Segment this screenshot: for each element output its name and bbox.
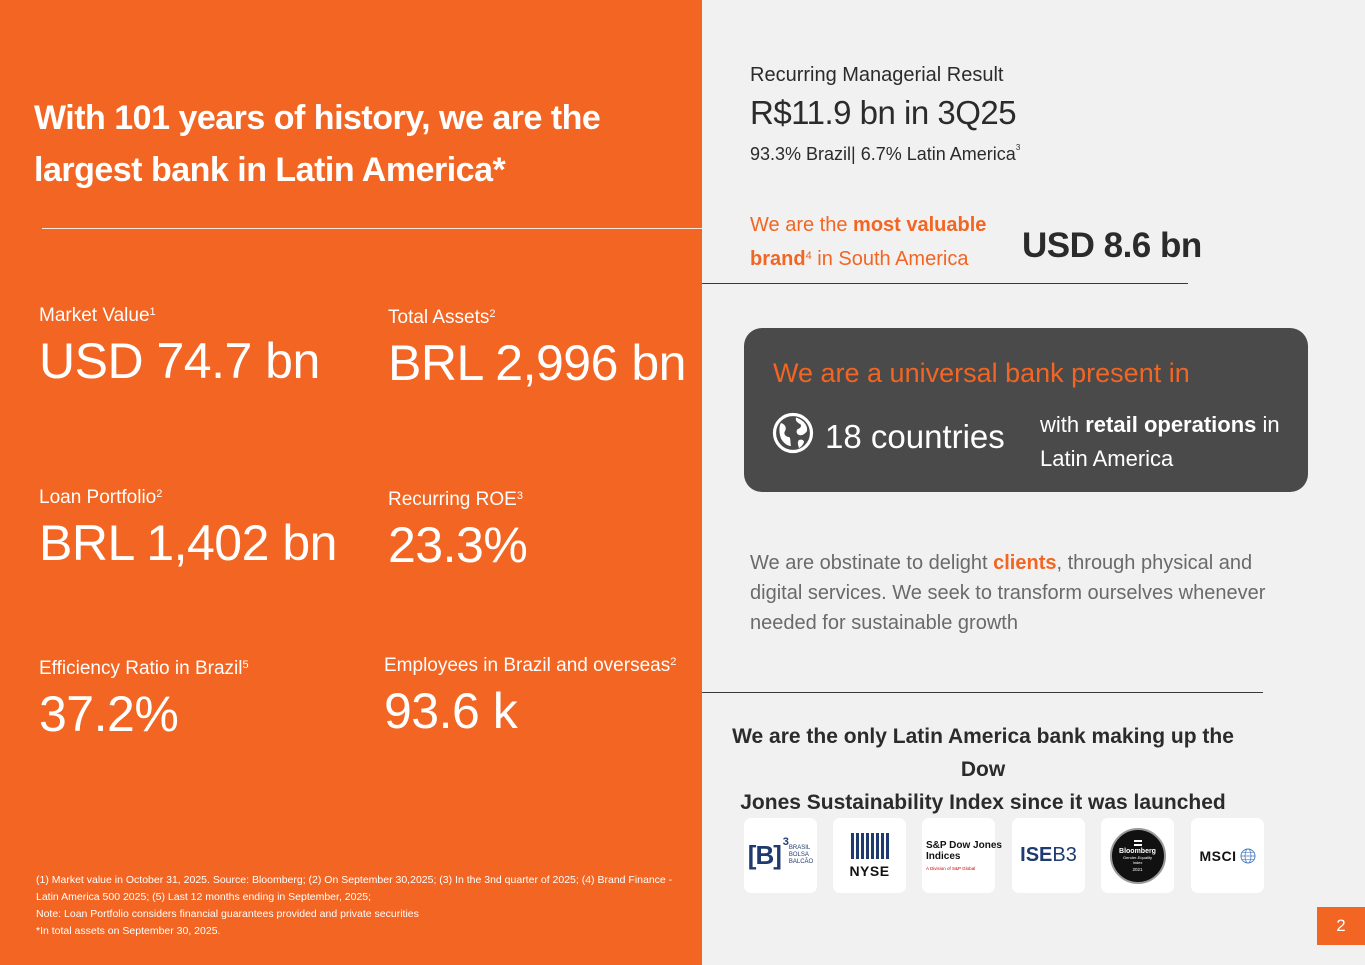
ise-text: ISE [1020, 844, 1053, 866]
stat-value: USD 74.7 bn [39, 333, 320, 389]
footnotes: (1) Market value in October 31, 2025. So… [36, 872, 676, 940]
brand-divider [702, 283, 1188, 284]
mission-pre: We are obstinate to delight [750, 552, 994, 574]
stat-footnote-ref: 3 [516, 490, 523, 502]
dj-line: We are the only Latin America bank makin… [732, 725, 1234, 781]
retail-bold: retail operations [1085, 412, 1257, 437]
stat-employees: Employees in Brazil and overseas2 93.6 k [384, 650, 676, 742]
index-logos: [B] 3 BRASIL BOLSA BALCÃO NYSE S&P Dow Jo… [744, 818, 1264, 894]
bb-line: Bloomberg [1119, 847, 1156, 855]
stat-label: Loan Portfolio [39, 487, 157, 508]
equal-icon [1133, 839, 1142, 846]
b3-mark: [B] 3 [747, 836, 789, 870]
right-panel: Recurring Managerial Result R$11.9 bn in… [702, 0, 1365, 965]
stat-label: Efficiency Ratio in Brazil [39, 658, 243, 679]
split-text: 93.3% Brazil| 6.7% Latin America [750, 144, 1016, 164]
headline-divider [42, 228, 702, 229]
stat-value: BRL 1,402 bn [39, 515, 337, 571]
msci-globe-icon [1240, 848, 1255, 863]
bb-line: 2021 [1132, 866, 1143, 872]
stat-value: 93.6 k [384, 683, 518, 739]
countries-count: 18 countries [825, 418, 1005, 455]
stat-value: 37.2% [39, 686, 179, 742]
stat-total-assets: Total Assets2 BRL 2,996 bn [388, 302, 686, 394]
stat-value: 23.3% [388, 517, 528, 573]
brand-post: in South America [811, 248, 969, 270]
stat-market-value: Market Value1 USD 74.7 bn [39, 300, 320, 392]
brand-statement: We are the most valuable brand4 in South… [750, 210, 990, 275]
headline: With 101 years of history, we are the la… [34, 92, 634, 196]
brand-footnote-ref: 4 [805, 250, 812, 262]
stat-label: Market Value [39, 305, 150, 326]
b3-line: BOLSA [788, 852, 809, 858]
stat-recurring-roe: Recurring ROE3 23.3% [388, 484, 528, 576]
nyse-text: NYSE [849, 862, 890, 879]
stat-footnote-ref: 2 [670, 656, 677, 668]
stat-label: Employees in Brazil and overseas [384, 655, 671, 676]
footnote-line: Note: Loan Portfolio considers financial… [36, 908, 419, 920]
bloomberg-gei-logo: Bloomberg Gender-Equality Index 2021 [1101, 818, 1174, 893]
bloomberg-badge: Bloomberg Gender-Equality Index 2021 [1109, 827, 1166, 884]
stat-footnote-ref: 5 [242, 659, 249, 671]
recurring-result-label: Recurring Managerial Result [750, 64, 1004, 86]
recurring-result-value: R$11.9 bn in 3Q25 [750, 94, 1017, 131]
page-number: 2 [1317, 907, 1365, 945]
globe-icon [772, 412, 814, 454]
brand-value: USD 8.6 bn [1022, 226, 1202, 265]
stat-efficiency-ratio: Efficiency Ratio in Brazil5 37.2% [39, 653, 249, 745]
stat-label: Recurring ROE [388, 489, 517, 510]
nyse-logo: NYSE [833, 818, 906, 893]
retail-post: in Latin America [1040, 412, 1280, 471]
mission-bold: clients [993, 552, 1057, 574]
sp-dow-jones-logo: S&P Dow Jones Indices A Division of S&P … [922, 818, 1002, 893]
split-footnote-ref: 3 [1015, 143, 1021, 152]
left-panel: With 101 years of history, we are the la… [0, 0, 702, 965]
brand-bold-1: most valuable [853, 214, 987, 236]
stat-footnote-ref: 2 [489, 308, 496, 320]
b3-line: BRASIL [788, 845, 811, 851]
b3-line: BALCÃO [788, 859, 814, 865]
retail-operations-text: with retail operations in Latin America [1040, 408, 1290, 476]
universal-bank-title: We are a universal bank present in [773, 358, 1190, 388]
sp-line-3: A Division of S&P Global [926, 866, 976, 871]
brand-bold-2: brand [750, 248, 806, 270]
b3-logo: [B] 3 BRASIL BOLSA BALCÃO [744, 818, 817, 893]
nyse-columns-icon [850, 832, 889, 859]
stat-loan-portfolio: Loan Portfolio2 BRL 1,402 bn [39, 482, 337, 574]
retail-pre: with [1040, 412, 1086, 437]
stat-label: Total Assets [388, 307, 490, 328]
b3-sup: 3 [782, 836, 789, 848]
stat-value: BRL 2,996 bn [388, 335, 686, 391]
msci-text: MSCI [1199, 847, 1237, 864]
sp-line-1: S&P Dow Jones [926, 840, 1002, 851]
ise-b3-logo: ISE B3 [1012, 818, 1085, 893]
stat-footnote-ref: 2 [156, 488, 163, 500]
msci-logo: MSCI [1191, 818, 1264, 893]
bb-line: Gender-Equality [1123, 854, 1152, 860]
footnote-line: *In total assets on September 30, 2025. [36, 925, 221, 937]
footnote-line: Latin America 500 2025; (5) Last 12 mont… [36, 891, 372, 903]
headline-line-1: With 101 years of history, we are the [34, 99, 601, 137]
sp-line-2: Indices [926, 851, 961, 862]
stat-footnote-ref: 1 [149, 306, 156, 318]
mission-statement: We are obstinate to delight clients, thr… [750, 548, 1290, 638]
mission-divider [702, 692, 1263, 693]
brand-pre: We are the [750, 214, 854, 236]
bb-line: Index [1132, 859, 1143, 865]
dow-jones-statement: We are the only Latin America bank makin… [730, 720, 1236, 819]
ise-b3-text: B3 [1052, 844, 1077, 866]
mission-post: , through physical and digital services.… [750, 552, 1266, 634]
universal-bank-box: We are a universal bank present in 18 co… [744, 328, 1308, 492]
dj-line: Jones Sustainability Index since it was … [740, 791, 1226, 814]
headline-line-2: largest bank in Latin America* [34, 151, 506, 189]
recurring-result-split: 93.3% Brazil| 6.7% Latin America3 [750, 143, 1020, 165]
footnote-line: (1) Market value in October 31, 2025. So… [36, 874, 673, 886]
